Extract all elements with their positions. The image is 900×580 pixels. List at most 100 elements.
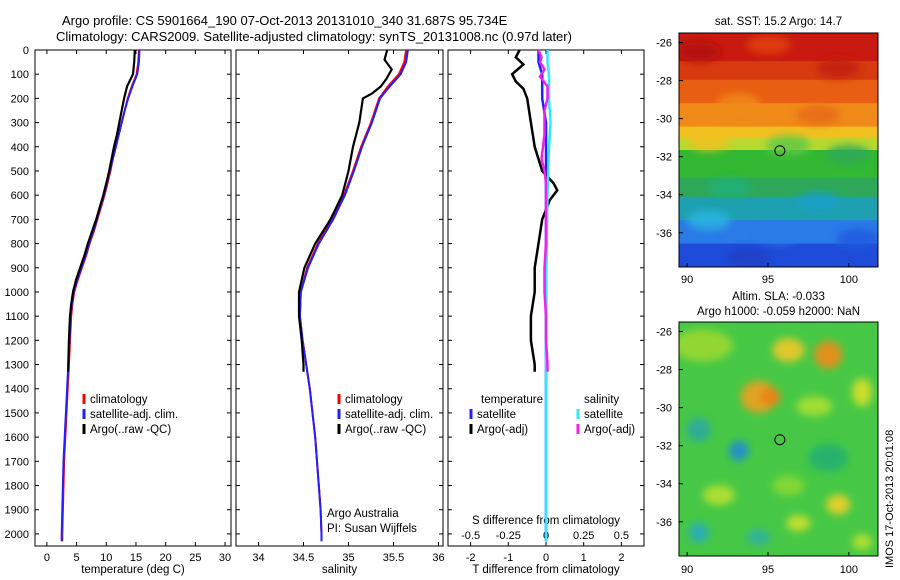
y-tick-label: 900 [11, 263, 29, 275]
sst-band [679, 79, 878, 105]
map-frame [678, 321, 879, 557]
x-tick-label: 30 [219, 552, 231, 564]
sst-patch [679, 41, 721, 62]
float-location-marker [774, 145, 786, 157]
legend-label: Argo(..raw -QC) [90, 424, 171, 436]
y-tick-label: 500 [11, 166, 29, 178]
sst-patch [796, 104, 841, 125]
x-tick-label: -2 [466, 552, 476, 564]
sla-background [679, 322, 878, 556]
x-tick-label: -1 [503, 552, 513, 564]
sla-patch [808, 443, 849, 472]
x-tick-label: 100 [840, 274, 858, 286]
y-tick-label: -34 [656, 190, 672, 202]
y-tick-label: 1000 [5, 287, 29, 299]
sst-band [679, 103, 878, 128]
x-tick-label: 20 [160, 552, 172, 564]
sst-patch [716, 93, 761, 114]
legend-label: satellite [584, 409, 623, 421]
y-tick-label: 800 [11, 239, 29, 251]
timestamp-stamp: IMOS 17-Oct-2013 20:01:08 [884, 430, 896, 568]
sla-patch [746, 529, 771, 546]
y-tick-label: -30 [656, 403, 672, 415]
x-tick-label: 25 [189, 552, 201, 564]
y-tick-label: 1200 [5, 335, 29, 347]
series-line [537, 50, 549, 372]
x-tick-label: 5 [74, 552, 80, 564]
sla-patch [679, 329, 733, 362]
legend-label: climatology [90, 394, 148, 406]
y-tick-label: 1300 [5, 360, 29, 372]
sst-patch [816, 58, 861, 79]
legend-label: Argo(..raw -QC) [345, 424, 426, 436]
y-tick-label: -26 [656, 38, 672, 50]
sst-map-panel: sat. SST: 15.2 Argo: 14.7 90 95 100 -26 -28 -3… [656, 16, 879, 286]
sst-patch [686, 210, 731, 231]
series-line [298, 50, 409, 542]
sla-patch [852, 533, 873, 550]
header-line-2: Climatology: CARS2009. Satellite-adjuste… [56, 29, 572, 44]
x-tick-label: 1 [581, 552, 587, 564]
y-tick-label: 200 [11, 93, 29, 105]
map-title: Altim. SLA: -0.033 [732, 291, 825, 303]
sst-patch [756, 224, 801, 245]
y-tick-label: 400 [11, 142, 29, 154]
sla-patch [728, 440, 749, 461]
sst-patch [766, 135, 811, 156]
sst-imagery [679, 33, 878, 267]
annotation-text: PI: Susan Wijffels [327, 523, 417, 535]
x-tick-label: 95 [762, 564, 774, 576]
sst-texture [679, 34, 878, 267]
x-axis-label: T difference from climatology [472, 564, 619, 576]
y-tick-label: -36 [656, 517, 672, 529]
sla-patch [814, 340, 843, 369]
y-tick-label: -36 [656, 228, 672, 240]
sla-patch [772, 475, 805, 496]
y-tick-label: -30 [656, 114, 672, 126]
y-tick-label: 600 [11, 190, 29, 202]
y-tick-label: 1700 [5, 456, 29, 468]
y-tick-label: -28 [656, 365, 672, 377]
plot-frame [235, 49, 444, 547]
annotation-text: Argo Australia [327, 508, 399, 520]
sla-imagery [679, 322, 878, 556]
legend-label: Argo(-adj) [477, 424, 528, 436]
y-tick-label: -28 [656, 76, 672, 88]
x-tick-label: 34 [252, 552, 264, 564]
series-line [510, 50, 559, 372]
legend-label: climatology [345, 394, 403, 406]
x-tick-label: 35.5 [383, 552, 404, 564]
sla-patch [796, 396, 833, 417]
sst-patch [706, 177, 751, 198]
y-tick-label: 300 [11, 118, 29, 130]
salinity-panel: 34 34.5 35 35.5 36 salinity climatology satelli… [235, 49, 445, 576]
sst-patch [746, 34, 791, 55]
y-tick-label: 0 [23, 45, 29, 57]
sst-patch [826, 144, 871, 165]
y-tick-label: 1900 [5, 505, 29, 517]
sla-patch [702, 485, 735, 506]
x-tick-label: 95 [762, 274, 774, 286]
sla-patch [686, 417, 711, 442]
y-tick-label: 1800 [5, 481, 29, 493]
sla-patch [852, 378, 873, 407]
sla-patch [772, 338, 805, 363]
map-frame [678, 32, 879, 268]
x-tick-label: 90 [681, 274, 693, 286]
x-tick-label: 90 [681, 564, 693, 576]
sst-band [679, 126, 878, 140]
legend-label: satellite [477, 409, 516, 421]
header-line-1: Argo profile: CS 5901664_190 07-Oct-2013… [62, 13, 508, 28]
sst-patch [726, 247, 771, 267]
legend-group-title: salinity [584, 394, 619, 406]
legend-label: satellite-adj. clim. [90, 409, 178, 421]
x-tick-label: -0.5 [461, 530, 480, 542]
x-axis-label: salinity [322, 564, 357, 576]
y-tick-label: -32 [656, 441, 672, 453]
x-tick-label: 35 [342, 552, 354, 564]
temperature-panel: 0100200300400500600700800900100011001200… [5, 45, 232, 576]
legend-label: Argo(-adj) [584, 424, 635, 436]
x-tick-label: -0.25 [496, 530, 521, 542]
x-tick-label: 2 [618, 552, 624, 564]
plot-frame [34, 49, 232, 547]
